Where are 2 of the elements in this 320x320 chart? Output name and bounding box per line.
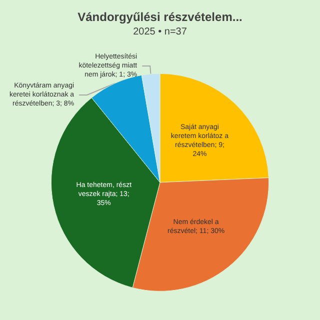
chart-subtitle: 2025 • n=37	[133, 26, 188, 38]
chart-title: Vándorgyűlési részvételem...	[78, 10, 242, 24]
